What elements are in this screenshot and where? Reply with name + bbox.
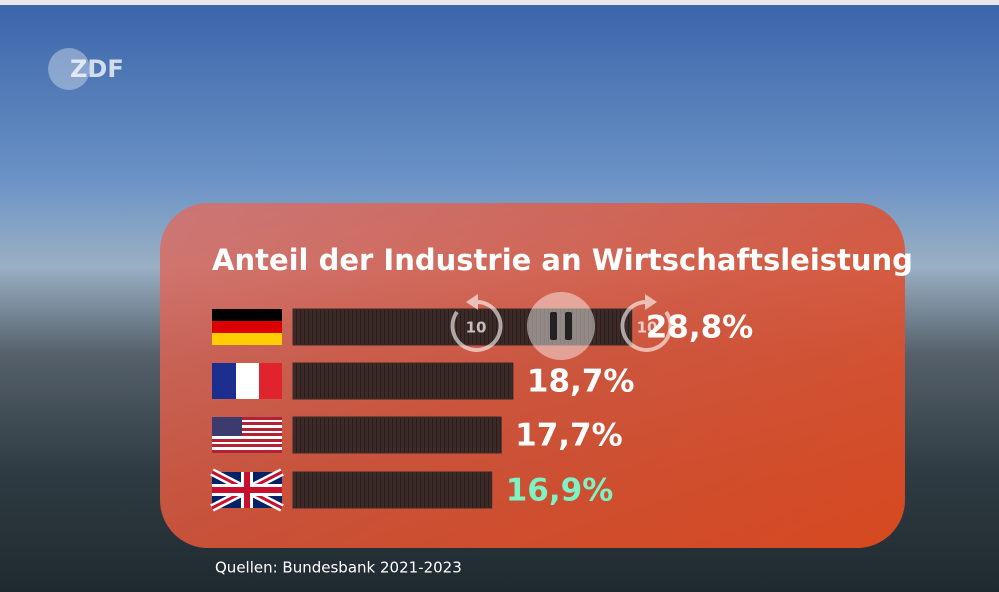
value-label: 16,9% bbox=[506, 473, 614, 509]
top-strip bbox=[0, 0, 999, 5]
flag-france bbox=[212, 363, 282, 399]
flag-germany bbox=[212, 309, 282, 345]
flag-uk bbox=[210, 468, 284, 512]
forward-label: 10 bbox=[637, 319, 658, 337]
value-label: 17,7% bbox=[515, 418, 623, 454]
value-label: 18,7% bbox=[527, 364, 635, 400]
chart-panel bbox=[160, 203, 905, 548]
bar bbox=[292, 362, 514, 400]
bar bbox=[292, 416, 502, 454]
player-controls: 10 10 bbox=[450, 292, 673, 360]
value-label: 28,8% bbox=[646, 310, 754, 346]
bars bbox=[292, 308, 633, 509]
source: Quellen: Bundesbank 2021-2023 bbox=[215, 559, 462, 577]
logo: ZDF bbox=[70, 55, 124, 83]
bar bbox=[292, 471, 493, 509]
flag-usa bbox=[212, 417, 282, 453]
forward-button[interactable]: 10 bbox=[620, 294, 673, 352]
logo-badge bbox=[48, 48, 90, 90]
rewind-label: 10 bbox=[466, 319, 487, 337]
chart-title: Anteil der Industrie an Wirtschaftsleist… bbox=[212, 243, 913, 277]
value-labels: 28,8% 18,7% 17,7% 16,9% bbox=[506, 310, 753, 509]
pause-button[interactable] bbox=[527, 292, 595, 360]
rewind-button[interactable]: 10 bbox=[450, 294, 503, 352]
